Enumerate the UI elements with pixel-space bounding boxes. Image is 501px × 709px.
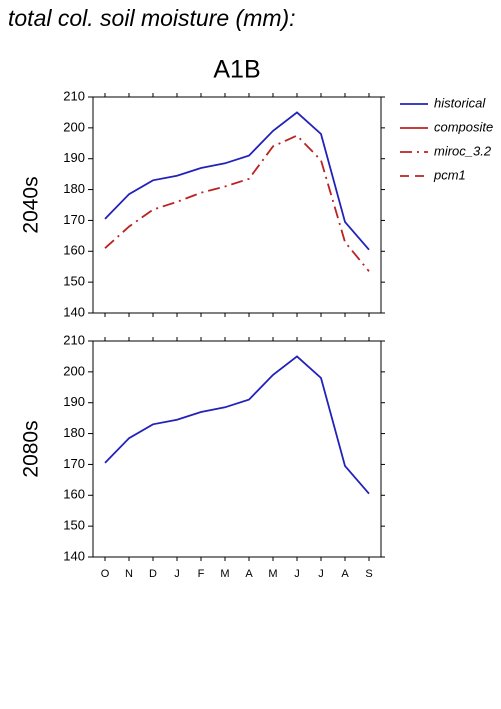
y-tick-label: 140	[63, 548, 85, 563]
series-line	[104, 134, 370, 272]
x-tick-label: A	[245, 568, 253, 580]
plot-frame	[92, 96, 382, 314]
y-tick-label: 210	[63, 88, 85, 103]
x-tick-label: D	[149, 568, 157, 580]
plot-frame	[92, 340, 382, 558]
y-tick-label: 150	[63, 518, 85, 533]
y-axis-label: 2080s	[20, 420, 43, 477]
x-tick-label: A	[341, 568, 349, 580]
x-tick-label: N	[125, 568, 133, 580]
x-tick-label: F	[198, 568, 205, 580]
x-tick-label: M	[220, 568, 229, 580]
y-tick-label: 200	[63, 119, 85, 134]
series-line	[104, 111, 370, 251]
y-tick-label: 210	[63, 332, 85, 347]
y-tick-label: 160	[63, 487, 85, 502]
legend-label: pcm1	[433, 167, 466, 182]
y-tick-label: 170	[63, 212, 85, 227]
legend-label: composite	[434, 119, 493, 134]
x-tick-label: J	[294, 568, 300, 580]
y-tick-label: 150	[63, 274, 85, 289]
y-tick-label: 170	[63, 456, 85, 471]
x-tick-label: M	[268, 568, 277, 580]
x-tick-label: J	[174, 568, 180, 580]
y-tick-label: 180	[63, 181, 85, 196]
y-tick-label: 140	[63, 304, 85, 319]
y-tick-label: 180	[63, 425, 85, 440]
y-tick-label: 200	[63, 363, 85, 378]
x-tick-label: O	[101, 568, 110, 580]
x-tick-label: J	[318, 568, 324, 580]
x-tick-label: S	[365, 568, 372, 580]
series-line	[104, 355, 370, 495]
y-axis-label: 2040s	[20, 176, 43, 233]
figure-title: total col. soil moisture (mm):	[8, 5, 296, 31]
y-tick-label: 190	[63, 394, 85, 409]
legend-label: miroc_3.2	[434, 143, 492, 158]
y-tick-label: 190	[63, 150, 85, 165]
scenario-title: A1B	[213, 56, 260, 84]
legend-label: historical	[434, 95, 486, 110]
y-tick-label: 160	[63, 243, 85, 258]
